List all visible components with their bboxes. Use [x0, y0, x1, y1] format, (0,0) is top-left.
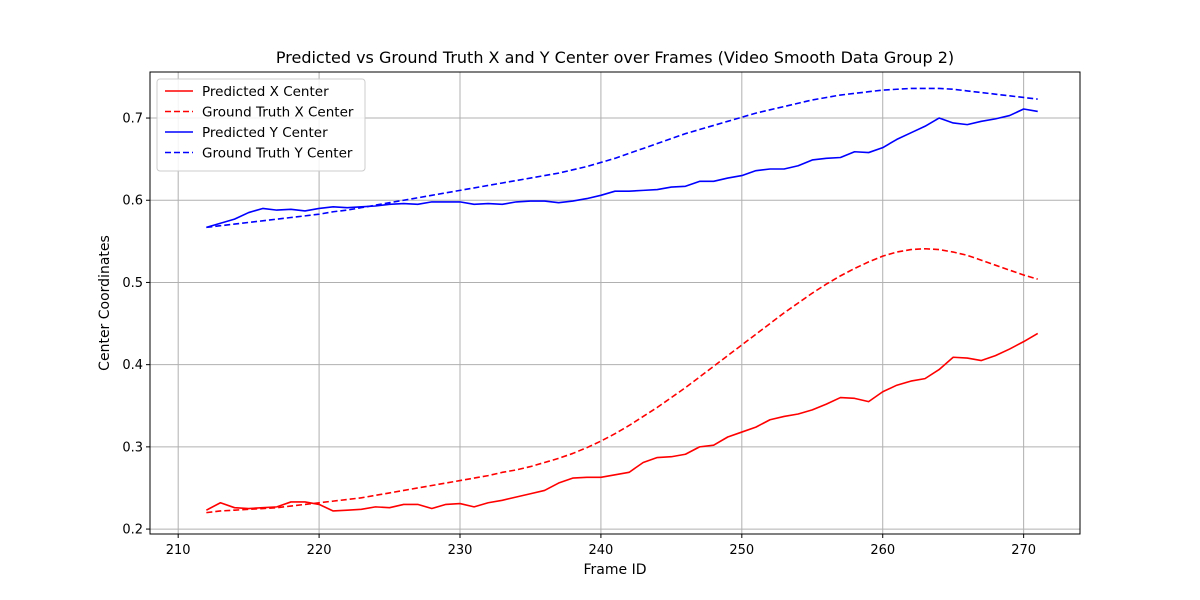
- x-axis-label: Frame ID: [584, 562, 647, 578]
- legend-label: Predicted Y Center: [202, 125, 328, 141]
- x-tick-label: 250: [729, 543, 754, 558]
- series-line-4: [206, 87, 1038, 229]
- series-line-3: [206, 108, 1038, 229]
- x-tick-label: 230: [448, 543, 473, 558]
- x-tick-label: 210: [166, 543, 191, 558]
- y-axis-label: Center Coordinates: [97, 235, 113, 371]
- plot-frame: [149, 71, 1081, 535]
- y-tick-label: 0.3: [122, 440, 143, 455]
- x-tick-label: 270: [1011, 543, 1036, 558]
- series-line-1: [205, 332, 1039, 512]
- series-line-2: [206, 247, 1038, 514]
- legend-box: [156, 78, 366, 172]
- legend-label: Ground Truth X Center: [202, 105, 354, 121]
- x-tick-label: 220: [307, 543, 332, 558]
- legend: Predicted X Center Ground Truth X Center P…: [156, 78, 366, 172]
- series-lines: [205, 87, 1039, 514]
- y-tick-label: 0.6: [122, 194, 143, 209]
- y-tick-label: 0.2: [122, 523, 143, 538]
- y-tick-label: 0.5: [122, 276, 143, 291]
- y-tick-label: 0.4: [122, 358, 143, 373]
- y-tick-label: 0.7: [122, 112, 143, 127]
- x-tick-label: 260: [870, 543, 895, 558]
- grid: [150, 72, 1080, 534]
- axis-ticks: 210 220 230 240 250 260 270 0.2 0.3 0.4 0.5 0.6 0.7: [122, 112, 1036, 558]
- legend-label: Predicted X Center: [202, 84, 329, 100]
- legend-label: Ground Truth Y Center: [202, 146, 353, 162]
- chart-title: Predicted vs Ground Truth X and Y Center…: [276, 48, 954, 67]
- x-tick-label: 240: [588, 543, 613, 558]
